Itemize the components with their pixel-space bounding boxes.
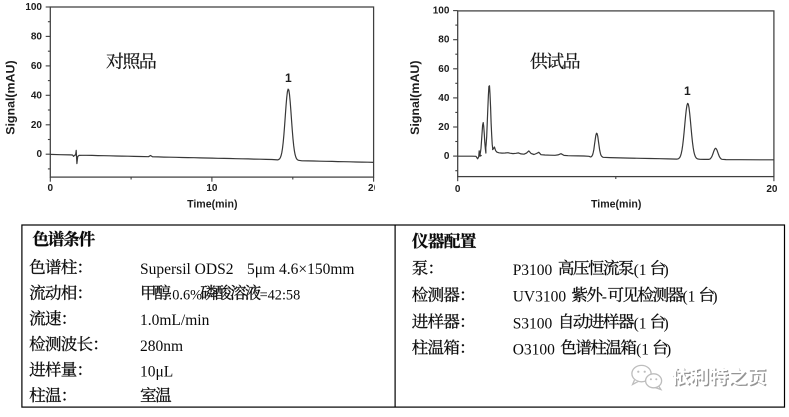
svg-text:0: 0	[36, 149, 42, 160]
svg-text:20: 20	[438, 122, 450, 133]
svg-text:): )	[664, 262, 669, 279]
svg-text:(1: (1	[636, 341, 649, 358]
svg-text:(1: (1	[683, 289, 696, 306]
svg-text:O3100: O3100	[513, 341, 555, 358]
svg-text:20: 20	[31, 120, 43, 131]
svg-text:0: 0	[444, 151, 450, 162]
svg-text:UV3100: UV3100	[513, 289, 567, 306]
svg-text:60: 60	[438, 64, 450, 75]
svg-text:): )	[666, 341, 671, 358]
svg-text:Supersil ODS2: Supersil ODS2	[140, 261, 233, 278]
svg-text:(1: (1	[634, 315, 647, 332]
svg-text:80: 80	[438, 35, 450, 46]
svg-text:Signal(mAU): Signal(mAU)	[4, 60, 18, 134]
svg-text:1: 1	[684, 84, 691, 98]
svg-text:10μL: 10μL	[140, 363, 173, 380]
svg-text:5μm 4.6×150mm: 5μm 4.6×150mm	[247, 261, 354, 278]
svg-text:280nm: 280nm	[140, 338, 183, 355]
svg-text:0: 0	[48, 183, 54, 194]
svg-text:40: 40	[438, 93, 450, 104]
svg-text:Time(min): Time(min)	[591, 199, 641, 211]
svg-text:S3100: S3100	[513, 315, 553, 332]
svg-text:1: 1	[285, 71, 292, 85]
svg-text:-: -	[602, 289, 607, 306]
svg-text:20: 20	[766, 184, 778, 195]
svg-text:100: 100	[433, 6, 450, 17]
svg-text:100: 100	[25, 2, 42, 13]
svg-text:): )	[712, 289, 717, 306]
svg-text:(1: (1	[634, 262, 647, 279]
svg-text:60: 60	[31, 61, 43, 72]
svg-text:80: 80	[31, 31, 43, 42]
svg-text:10: 10	[206, 183, 218, 194]
svg-text:Time(min): Time(min)	[187, 199, 237, 211]
svg-text::0.6%: :0.6%	[168, 288, 202, 304]
svg-text:Signal(mAU): Signal(mAU)	[408, 61, 422, 135]
svg-text:=42:58: =42:58	[260, 288, 301, 304]
svg-text:40: 40	[31, 90, 43, 101]
svg-text:P3100: P3100	[513, 262, 553, 279]
svg-text:20: 20	[368, 183, 380, 194]
svg-text:0: 0	[455, 184, 461, 195]
svg-text:): )	[664, 315, 669, 332]
svg-text:1.0mL/min: 1.0mL/min	[140, 312, 210, 329]
